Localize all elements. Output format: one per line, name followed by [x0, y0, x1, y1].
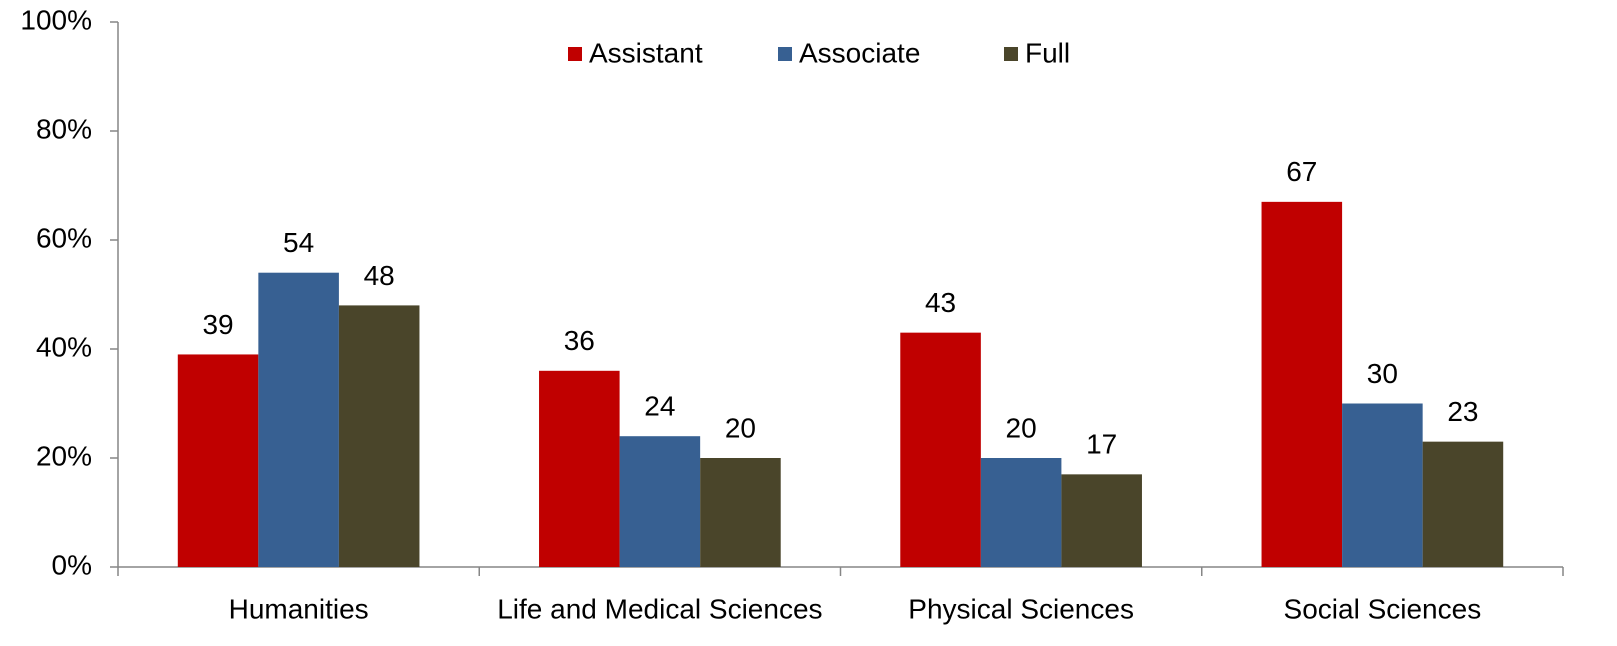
data-label: 30 — [1367, 358, 1398, 389]
data-label: 20 — [1006, 412, 1037, 443]
bar — [619, 436, 701, 567]
bar — [539, 370, 620, 567]
legend-label: Full — [1025, 37, 1070, 68]
bar — [258, 272, 339, 567]
bar — [177, 354, 259, 567]
bar — [980, 458, 1062, 567]
data-label: 36 — [564, 325, 595, 356]
bar — [900, 332, 981, 567]
bar — [1261, 201, 1343, 567]
data-label: 67 — [1286, 156, 1317, 187]
y-tick-label: 60% — [36, 222, 92, 253]
x-tick-label: Physical Sciences — [908, 593, 1134, 624]
data-label: 17 — [1086, 429, 1117, 460]
y-tick-label: 20% — [36, 440, 92, 471]
bar — [1061, 474, 1142, 567]
x-tick-label: Social Sciences — [1284, 593, 1482, 624]
legend-swatch — [1004, 47, 1018, 61]
data-label: 23 — [1447, 396, 1478, 427]
data-label: 54 — [283, 227, 314, 258]
legend-label: Associate — [799, 37, 920, 68]
y-tick-label: 100% — [20, 4, 92, 35]
legend-swatch — [778, 47, 792, 61]
x-tick-label: Life and Medical Sciences — [497, 593, 822, 624]
y-tick-label: 80% — [36, 113, 92, 144]
x-tick-label: Humanities — [229, 593, 369, 624]
legend-swatch — [568, 47, 582, 61]
y-tick-label: 40% — [36, 331, 92, 362]
y-tick-label: 0% — [52, 549, 92, 580]
data-label: 20 — [725, 412, 756, 443]
bar — [700, 458, 781, 567]
bar — [1342, 403, 1423, 567]
legend-label: Assistant — [589, 37, 703, 68]
bar — [338, 305, 420, 567]
data-label: 43 — [925, 287, 956, 318]
bar — [1422, 441, 1504, 567]
data-label: 48 — [364, 260, 395, 291]
data-label: 24 — [644, 391, 675, 422]
data-label: 39 — [202, 309, 233, 340]
